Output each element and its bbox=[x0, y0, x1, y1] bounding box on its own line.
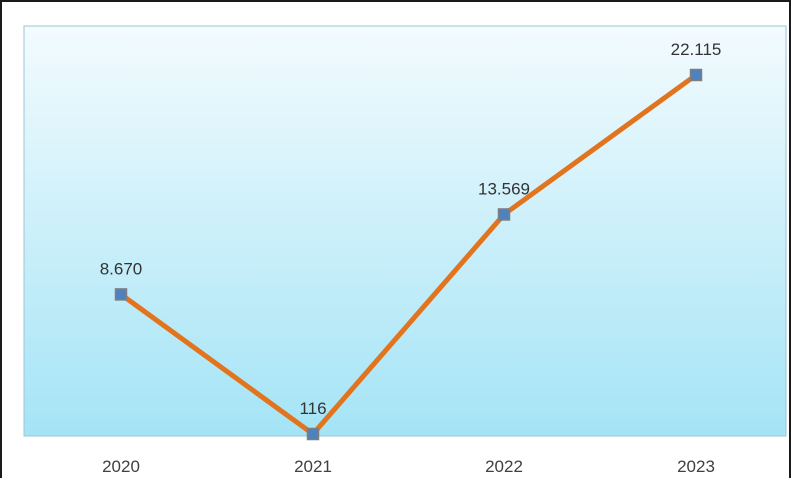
x-tick-label-2020: 2020 bbox=[102, 457, 140, 476]
data-point-2023 bbox=[689, 68, 703, 82]
data-point-2020 bbox=[114, 288, 128, 301]
series-line bbox=[119, 72, 698, 438]
data-point-2021 bbox=[306, 427, 320, 441]
data-label-2023: 22.115 bbox=[671, 40, 722, 59]
x-tick-label-2023: 2023 bbox=[677, 457, 715, 476]
data-label-2021: 116 bbox=[299, 399, 326, 418]
data-point-2022 bbox=[497, 208, 511, 221]
plot-area bbox=[23, 25, 787, 437]
x-tick-label-2022: 2022 bbox=[485, 457, 523, 476]
x-tick-label-2021: 2021 bbox=[294, 457, 332, 476]
data-label-2022: 13.569 bbox=[478, 179, 530, 198]
data-label-2020: 8.670 bbox=[100, 259, 143, 278]
